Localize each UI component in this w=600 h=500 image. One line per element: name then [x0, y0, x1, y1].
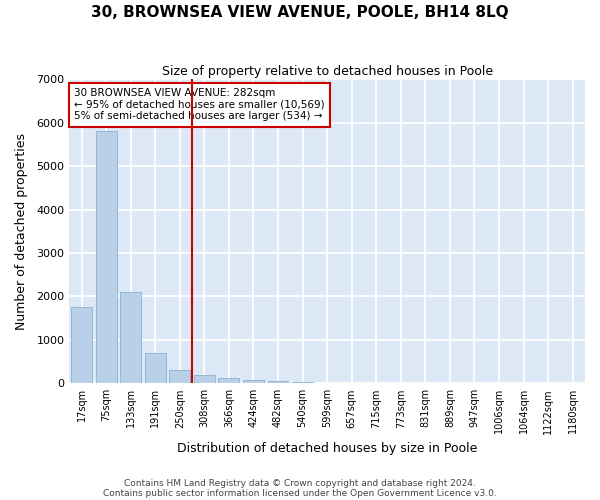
- Bar: [96, 132, 116, 384]
- Bar: [145, 353, 166, 384]
- Text: Contains public sector information licensed under the Open Government Licence v3: Contains public sector information licen…: [103, 488, 497, 498]
- Bar: [120, 292, 141, 384]
- Bar: [194, 374, 215, 384]
- Text: 30 BROWNSEA VIEW AVENUE: 282sqm
← 95% of detached houses are smaller (10,569)
5%: 30 BROWNSEA VIEW AVENUE: 282sqm ← 95% of…: [74, 88, 325, 122]
- Y-axis label: Number of detached properties: Number of detached properties: [15, 132, 28, 330]
- X-axis label: Distribution of detached houses by size in Poole: Distribution of detached houses by size …: [177, 442, 478, 455]
- Bar: [71, 308, 92, 384]
- Title: Size of property relative to detached houses in Poole: Size of property relative to detached ho…: [161, 65, 493, 78]
- Text: Contains HM Land Registry data © Crown copyright and database right 2024.: Contains HM Land Registry data © Crown c…: [124, 478, 476, 488]
- Bar: [218, 378, 239, 384]
- Bar: [243, 380, 264, 384]
- Bar: [268, 381, 289, 384]
- Bar: [292, 382, 313, 384]
- Bar: [169, 370, 190, 384]
- Bar: [317, 382, 338, 384]
- Text: 30, BROWNSEA VIEW AVENUE, POOLE, BH14 8LQ: 30, BROWNSEA VIEW AVENUE, POOLE, BH14 8L…: [91, 5, 509, 20]
